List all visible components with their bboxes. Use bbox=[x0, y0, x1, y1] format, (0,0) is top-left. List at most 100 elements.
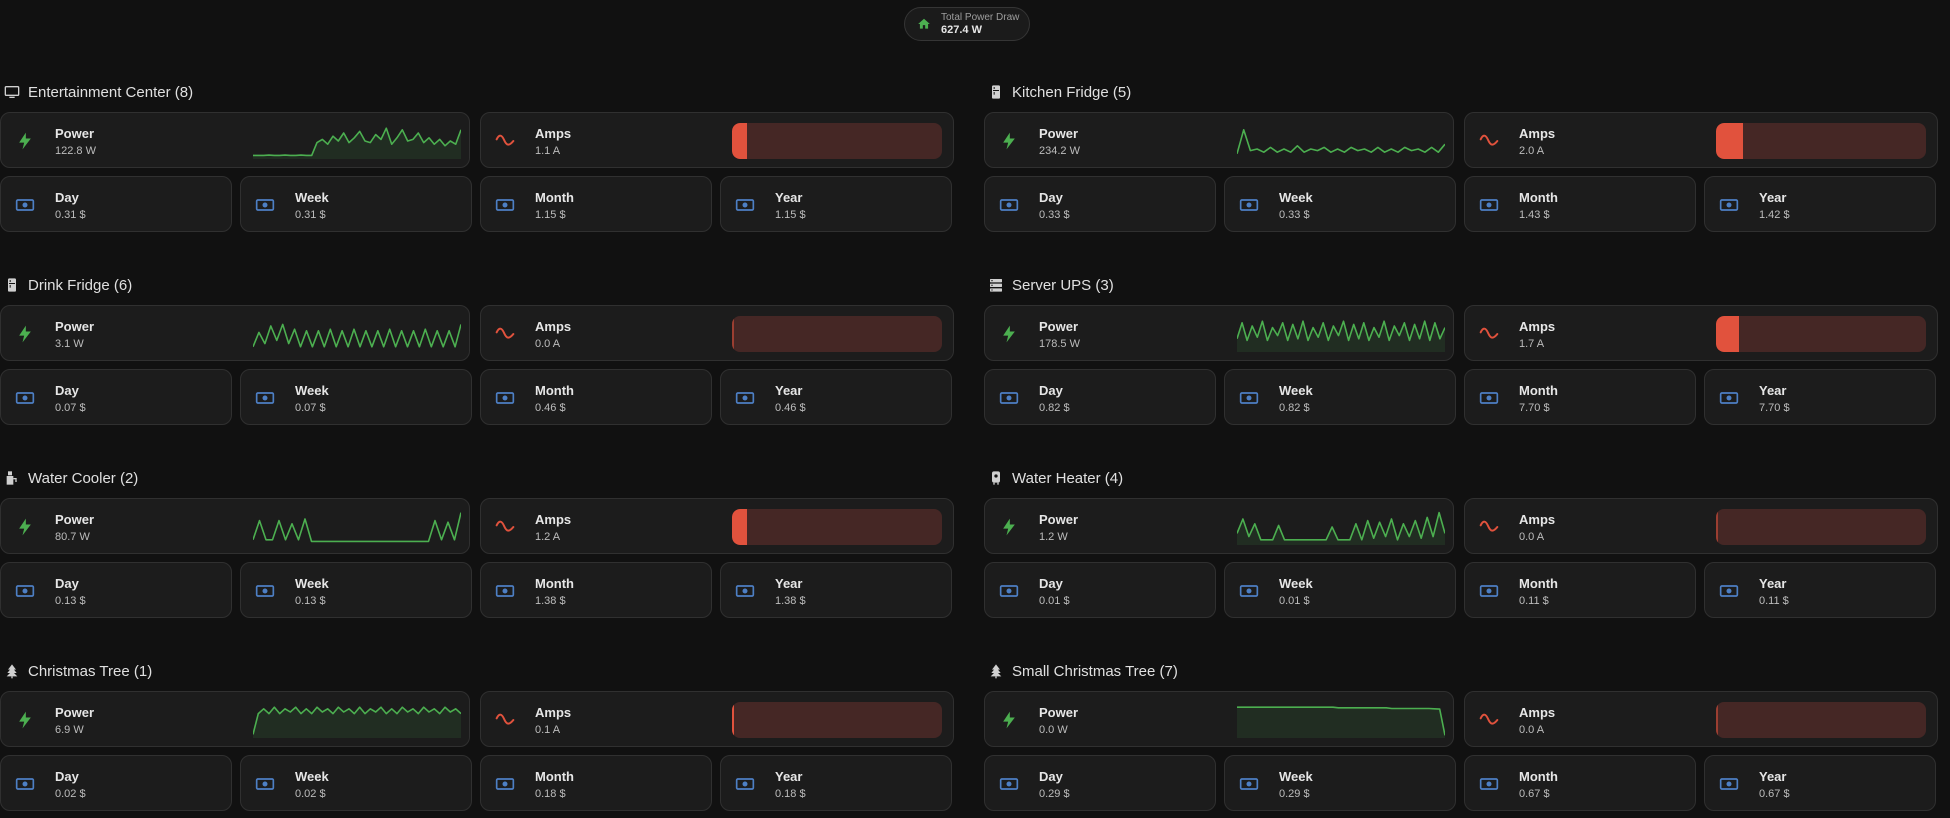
cost-card-day[interactable]: Day 0.82 $ bbox=[984, 369, 1216, 425]
cost-card-month[interactable]: Month 7.70 $ bbox=[1464, 369, 1696, 425]
amps-card[interactable]: Amps 0.0 A bbox=[1464, 691, 1938, 747]
cost-value: 0.46 $ bbox=[775, 402, 806, 414]
amps-bar-track bbox=[732, 123, 942, 159]
cost-card-day[interactable]: Day 0.01 $ bbox=[984, 562, 1216, 618]
cost-card-year[interactable]: Year 1.38 $ bbox=[720, 562, 952, 618]
lightning-bolt-icon bbox=[15, 517, 35, 537]
sparkline-line bbox=[253, 512, 461, 543]
sparkline-area bbox=[253, 707, 461, 738]
home-icon bbox=[918, 18, 930, 29]
cost-card-month[interactable]: Month 0.67 $ bbox=[1464, 755, 1696, 811]
amps-card[interactable]: Amps 1.2 A bbox=[480, 498, 954, 554]
cost-card-week[interactable]: Week 0.29 $ bbox=[1224, 755, 1456, 811]
cost-card-year[interactable]: Year 1.15 $ bbox=[720, 176, 952, 232]
power-card[interactable]: Power 178.5 W bbox=[984, 305, 1454, 361]
cost-card-day[interactable]: Day 0.29 $ bbox=[984, 755, 1216, 811]
current-wave-icon bbox=[495, 517, 515, 537]
cost-label: Month bbox=[1519, 383, 1558, 398]
cost-value: 0.31 $ bbox=[55, 209, 86, 221]
cost-card-day[interactable]: Day 0.13 $ bbox=[0, 562, 232, 618]
cost-label: Year bbox=[1759, 576, 1787, 591]
cash-icon bbox=[735, 581, 755, 601]
total-power-chip[interactable]: Total Power Draw 627.4 W bbox=[904, 7, 1030, 41]
cost-card-year[interactable]: Year 0.46 $ bbox=[720, 369, 952, 425]
cost-card-month[interactable]: Month 0.11 $ bbox=[1464, 562, 1696, 618]
cash-icon bbox=[1719, 581, 1739, 601]
cost-card-week[interactable]: Week 0.01 $ bbox=[1224, 562, 1456, 618]
device-section-drink-fridge: Drink Fridge (6) Power 3.1 W Amps 0.0 A … bbox=[0, 273, 954, 443]
cost-card-month[interactable]: Month 1.38 $ bbox=[480, 562, 712, 618]
power-card[interactable]: Power 80.7 W bbox=[0, 498, 470, 554]
power-sparkline bbox=[253, 323, 461, 348]
section-title: Water Cooler (2) bbox=[4, 466, 138, 490]
cost-card-month[interactable]: Month 1.43 $ bbox=[1464, 176, 1696, 232]
cash-icon bbox=[255, 581, 275, 601]
cost-value: 0.11 $ bbox=[1519, 595, 1549, 607]
amps-card[interactable]: Amps 1.7 A bbox=[1464, 305, 1938, 361]
cost-card-week[interactable]: Week 0.07 $ bbox=[240, 369, 472, 425]
amps-value: 0.0 A bbox=[1519, 531, 1545, 543]
cash-icon bbox=[1719, 195, 1739, 215]
amps-card[interactable]: Amps 0.0 A bbox=[1464, 498, 1938, 554]
cost-label: Year bbox=[775, 769, 803, 784]
current-wave-icon bbox=[495, 710, 515, 730]
amps-card[interactable]: Amps 2.0 A bbox=[1464, 112, 1938, 168]
amps-bar-track bbox=[732, 702, 942, 738]
lightning-bolt-icon bbox=[999, 517, 1019, 537]
amps-label: Amps bbox=[535, 705, 572, 720]
cost-card-week[interactable]: Week 0.13 $ bbox=[240, 562, 472, 618]
lightning-bolt-icon bbox=[15, 710, 35, 730]
cost-card-month[interactable]: Month 0.46 $ bbox=[480, 369, 712, 425]
amps-card[interactable]: Amps 0.0 A bbox=[480, 305, 954, 361]
amps-value: 0.0 A bbox=[1519, 724, 1545, 736]
cost-label: Year bbox=[1759, 383, 1787, 398]
server-icon bbox=[988, 277, 1004, 293]
power-card[interactable]: Power 1.2 W bbox=[984, 498, 1454, 554]
power-card[interactable]: Power 122.8 W bbox=[0, 112, 470, 168]
cost-card-year[interactable]: Year 7.70 $ bbox=[1704, 369, 1936, 425]
power-card[interactable]: Power 6.9 W bbox=[0, 691, 470, 747]
cost-card-year[interactable]: Year 0.11 $ bbox=[1704, 562, 1936, 618]
power-card[interactable]: Power 0.0 W bbox=[984, 691, 1454, 747]
cost-label: Week bbox=[295, 190, 329, 205]
cost-card-day[interactable]: Day 0.33 $ bbox=[984, 176, 1216, 232]
cost-value: 0.82 $ bbox=[1279, 402, 1310, 414]
cash-icon bbox=[495, 195, 515, 215]
amps-bar-track bbox=[732, 509, 942, 545]
power-card[interactable]: Power 3.1 W bbox=[0, 305, 470, 361]
cash-icon bbox=[15, 388, 35, 408]
cost-card-week[interactable]: Week 0.31 $ bbox=[240, 176, 472, 232]
sparkline-area bbox=[253, 128, 461, 159]
amps-card[interactable]: Amps 1.1 A bbox=[480, 112, 954, 168]
cash-icon bbox=[495, 581, 515, 601]
cost-card-month[interactable]: Month 1.15 $ bbox=[480, 176, 712, 232]
device-section-kitchen-fridge: Kitchen Fridge (5) Power 234.2 W Amps 2.… bbox=[984, 80, 1938, 250]
current-wave-icon bbox=[1479, 710, 1499, 730]
amps-card[interactable]: Amps 0.1 A bbox=[480, 691, 954, 747]
power-value: 122.8 W bbox=[55, 145, 96, 157]
cost-card-year[interactable]: Year 0.18 $ bbox=[720, 755, 952, 811]
power-label: Power bbox=[1039, 126, 1079, 141]
amps-value: 1.2 A bbox=[535, 531, 561, 543]
cost-card-month[interactable]: Month 0.18 $ bbox=[480, 755, 712, 811]
cost-label: Day bbox=[55, 190, 79, 205]
cost-card-day[interactable]: Day 0.07 $ bbox=[0, 369, 232, 425]
cost-value: 0.18 $ bbox=[535, 788, 566, 800]
cost-card-year[interactable]: Year 1.42 $ bbox=[1704, 176, 1936, 232]
cost-card-week[interactable]: Week 0.33 $ bbox=[1224, 176, 1456, 232]
cost-card-day[interactable]: Day 0.31 $ bbox=[0, 176, 232, 232]
cash-icon bbox=[1479, 195, 1499, 215]
power-card[interactable]: Power 234.2 W bbox=[984, 112, 1454, 168]
cost-card-year[interactable]: Year 0.67 $ bbox=[1704, 755, 1936, 811]
cost-card-day[interactable]: Day 0.02 $ bbox=[0, 755, 232, 811]
cost-value: 0.18 $ bbox=[775, 788, 806, 800]
cost-value: 0.13 $ bbox=[295, 595, 326, 607]
power-value: 6.9 W bbox=[55, 724, 84, 736]
sparkline-line bbox=[253, 127, 461, 157]
section-title: Kitchen Fridge (5) bbox=[988, 80, 1131, 104]
cost-card-week[interactable]: Week 0.02 $ bbox=[240, 755, 472, 811]
cost-card-week[interactable]: Week 0.82 $ bbox=[1224, 369, 1456, 425]
amps-bar-track bbox=[1716, 702, 1926, 738]
power-sparkline bbox=[1237, 129, 1445, 155]
cost-value: 1.15 $ bbox=[535, 209, 566, 221]
